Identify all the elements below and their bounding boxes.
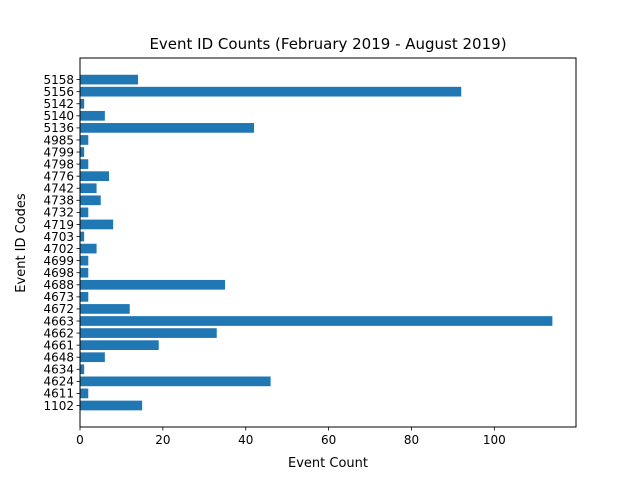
y-tick-label: 4703	[43, 230, 74, 244]
y-tick-label: 4624	[43, 375, 74, 389]
y-tick-label: 4799	[43, 145, 74, 159]
y-tick-label: 4742	[43, 182, 74, 196]
bar-4624	[80, 376, 271, 387]
y-tick-label: 4798	[43, 157, 74, 171]
x-ticks-group: 0 20 40 60 80 100	[76, 427, 506, 447]
y-tick-label: 4732	[43, 206, 74, 220]
bar-4688	[80, 279, 226, 290]
bar-4648	[80, 352, 105, 363]
bar-4738	[80, 195, 101, 206]
y-tick-label: 4699	[43, 254, 74, 268]
bar-4699	[80, 255, 89, 266]
x-axis-label: Event Count	[288, 456, 368, 471]
x-tick-label: 100	[483, 433, 506, 447]
plot-frame	[79, 57, 577, 428]
y-tick-label: 4702	[43, 242, 74, 256]
y-ticks-group: 1102461146244634464846614662466346724673…	[43, 73, 80, 413]
y-tick-label: 4719	[43, 218, 74, 232]
y-tick-label: 4688	[43, 278, 74, 292]
y-tick-label: 4776	[43, 169, 74, 183]
x-tick-label: 40	[238, 433, 253, 447]
y-tick-label: 5140	[43, 109, 74, 123]
y-tick-label: 4648	[43, 351, 74, 365]
bar-4702	[80, 243, 97, 254]
bar-4661	[80, 340, 159, 350]
bar-4776	[80, 171, 110, 182]
x-tick-label: 60	[321, 433, 336, 447]
y-tick-label: 4634	[43, 363, 74, 377]
y-tick-label: 5158	[43, 73, 74, 87]
y-tick-label: 5142	[43, 97, 74, 111]
bar-4673	[80, 292, 89, 302]
bar-4611	[80, 388, 89, 399]
bar-4698	[80, 267, 89, 278]
bar-5140	[80, 110, 105, 121]
y-tick-label: 4673	[43, 290, 74, 304]
y-tick-label: 4611	[43, 387, 74, 401]
y-tick-label: 4663	[43, 314, 74, 328]
bar-4798	[80, 159, 89, 169]
bar-4719	[80, 219, 114, 230]
x-tick-label: 20	[155, 433, 170, 447]
bar-4672	[80, 304, 130, 314]
bar-4742	[80, 183, 97, 194]
y-tick-label: 4661	[43, 338, 74, 352]
chart-title: Event ID Counts (February 2019 - August …	[149, 35, 506, 53]
bar-5136	[80, 123, 255, 133]
bar-4732	[80, 207, 89, 218]
bar-4634	[80, 364, 85, 375]
bar-5158	[80, 74, 139, 85]
y-tick-label: 5136	[43, 121, 74, 135]
y-tick-label: 4738	[43, 194, 74, 208]
x-tick-label: 80	[404, 433, 419, 447]
y-tick-label: 4672	[43, 302, 74, 316]
bar-4985	[80, 135, 89, 145]
bar-1102	[80, 400, 143, 411]
y-tick-label: 1102	[43, 399, 74, 413]
y-tick-label: 4985	[43, 133, 74, 147]
bar-5142	[80, 98, 85, 109]
bar-4663	[80, 316, 553, 326]
bar-4662	[80, 328, 217, 338]
bar-4799	[80, 147, 85, 157]
y-tick-label: 4662	[43, 326, 74, 340]
y-axis-label: Event ID Codes	[14, 193, 29, 293]
bar-4703	[80, 231, 85, 242]
y-tick-label: 4698	[43, 266, 74, 280]
x-tick-label: 0	[76, 433, 84, 447]
bar-5156	[80, 86, 462, 97]
y-tick-label: 5156	[43, 85, 74, 99]
bars-group	[80, 74, 553, 411]
